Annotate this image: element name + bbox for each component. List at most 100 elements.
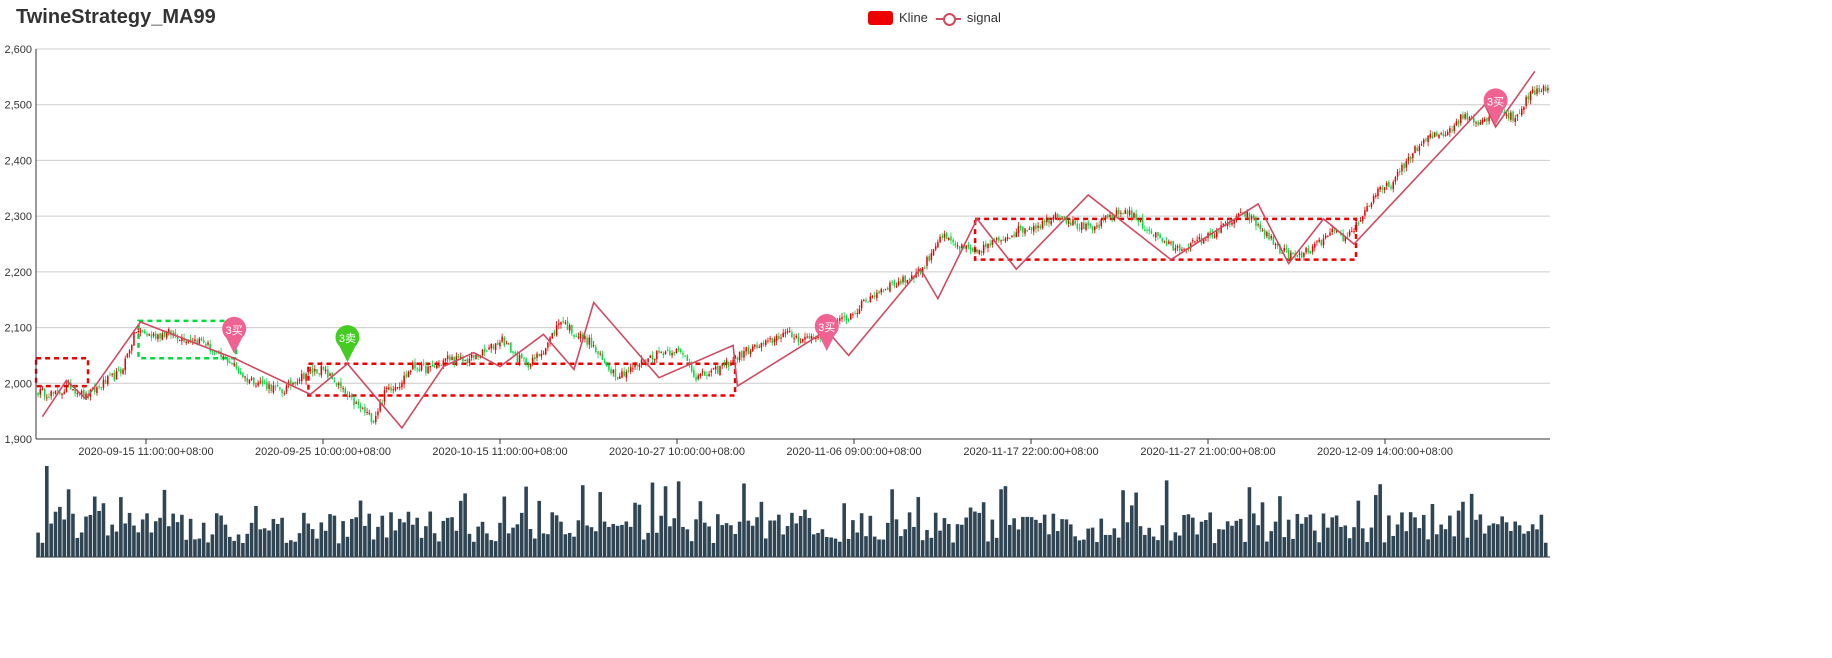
volume-bar	[71, 513, 75, 557]
candle-body	[1274, 243, 1277, 246]
legend-item-kline[interactable]: Kline	[868, 10, 928, 25]
candle-body	[390, 387, 392, 391]
volume-bar	[310, 529, 315, 557]
volume-bar	[345, 536, 350, 557]
candle-body	[1361, 216, 1364, 221]
volume-bar	[297, 533, 302, 557]
candle-body	[921, 267, 924, 275]
candle-body	[1144, 229, 1146, 231]
candle-body	[505, 343, 508, 345]
candle-body	[564, 322, 567, 324]
candle-body	[730, 362, 732, 366]
candle-body	[1124, 210, 1127, 214]
volume-bar	[110, 524, 114, 557]
candle-body	[1198, 237, 1201, 240]
volume-bar	[1055, 531, 1060, 557]
candle-body	[473, 355, 475, 358]
candle-body	[1054, 213, 1057, 219]
candle-body	[255, 385, 257, 387]
candle-body	[324, 369, 327, 372]
volume-bar	[833, 538, 838, 557]
candle-body	[858, 309, 861, 314]
candle-body	[1466, 112, 1469, 120]
volume-bar	[1482, 533, 1487, 557]
volume-bar	[676, 481, 681, 557]
volume-bar	[275, 523, 280, 557]
volume-bar	[1395, 524, 1400, 557]
candle-body	[1102, 218, 1105, 220]
volume-bar	[454, 530, 459, 557]
candle-body	[708, 373, 710, 377]
candle-body	[41, 388, 44, 391]
volume-bar	[938, 530, 942, 557]
volume-bar	[1517, 525, 1522, 557]
candle-body	[1377, 188, 1379, 197]
candle-body	[799, 341, 802, 343]
candle-body	[1015, 232, 1018, 238]
volume-bar	[162, 489, 167, 557]
candle-body	[1316, 241, 1318, 243]
candle-body	[1464, 114, 1466, 119]
candle-body	[786, 331, 789, 333]
candle-body	[995, 238, 998, 240]
candle-body	[261, 380, 264, 384]
candle-body	[601, 353, 604, 360]
volume-bar	[511, 527, 515, 557]
volume-bar	[999, 489, 1003, 557]
candle-body	[865, 299, 867, 302]
volume-bar	[127, 512, 132, 557]
candle-body	[590, 337, 593, 347]
candle-body	[1279, 244, 1281, 254]
candle-body	[1176, 245, 1179, 248]
volume-bar	[1025, 516, 1030, 557]
candle-body	[566, 320, 569, 330]
candle-body	[1104, 215, 1107, 219]
volume-bar	[1151, 536, 1156, 557]
volume-bar	[411, 524, 415, 557]
volume-bar	[851, 520, 855, 557]
volume-bar	[1147, 527, 1152, 557]
candle-body	[638, 364, 641, 367]
candle-body	[1287, 250, 1290, 259]
volume-bar	[336, 543, 341, 557]
volume-bar	[1143, 534, 1147, 557]
volume-bar	[519, 512, 524, 557]
candle-body	[74, 387, 76, 394]
candle-body	[849, 313, 852, 320]
volume-bar	[1090, 527, 1095, 557]
candle-body	[1348, 231, 1351, 236]
candle-body	[1137, 220, 1140, 223]
candle-body	[1479, 122, 1482, 125]
candle-body	[1547, 88, 1549, 91]
volume-bar	[1461, 501, 1465, 557]
volume-bar	[441, 520, 446, 557]
candle-body	[854, 313, 856, 315]
candle-body	[575, 335, 577, 337]
volume-bar	[380, 515, 385, 557]
candle-body	[987, 243, 989, 249]
candle-body	[634, 363, 636, 368]
candle-body	[802, 338, 804, 342]
candle-body	[488, 347, 490, 350]
candle-body	[1154, 232, 1157, 238]
candle-body	[135, 332, 137, 334]
candle-body	[969, 247, 972, 250]
candle-body	[124, 358, 126, 371]
volume-bar	[528, 529, 533, 557]
candle-body	[956, 245, 959, 247]
candle-body	[1170, 242, 1172, 244]
candle-body	[1318, 239, 1320, 242]
volume-bar	[1108, 535, 1112, 557]
candle-body	[296, 382, 299, 384]
x-tick-label: 2020-10-27 10:00:00+08:00	[609, 446, 745, 458]
candle-body	[83, 390, 85, 399]
candle-body	[571, 324, 573, 334]
candle-body	[632, 368, 634, 370]
legend-item-signal[interactable]: signal	[935, 10, 1001, 26]
x-tick-label: 2020-09-15 11:00:00+08:00	[78, 446, 213, 458]
candle-body	[1215, 231, 1218, 238]
candle-body	[1205, 239, 1207, 241]
candle-body	[1115, 209, 1118, 216]
volume-bar	[702, 522, 707, 557]
